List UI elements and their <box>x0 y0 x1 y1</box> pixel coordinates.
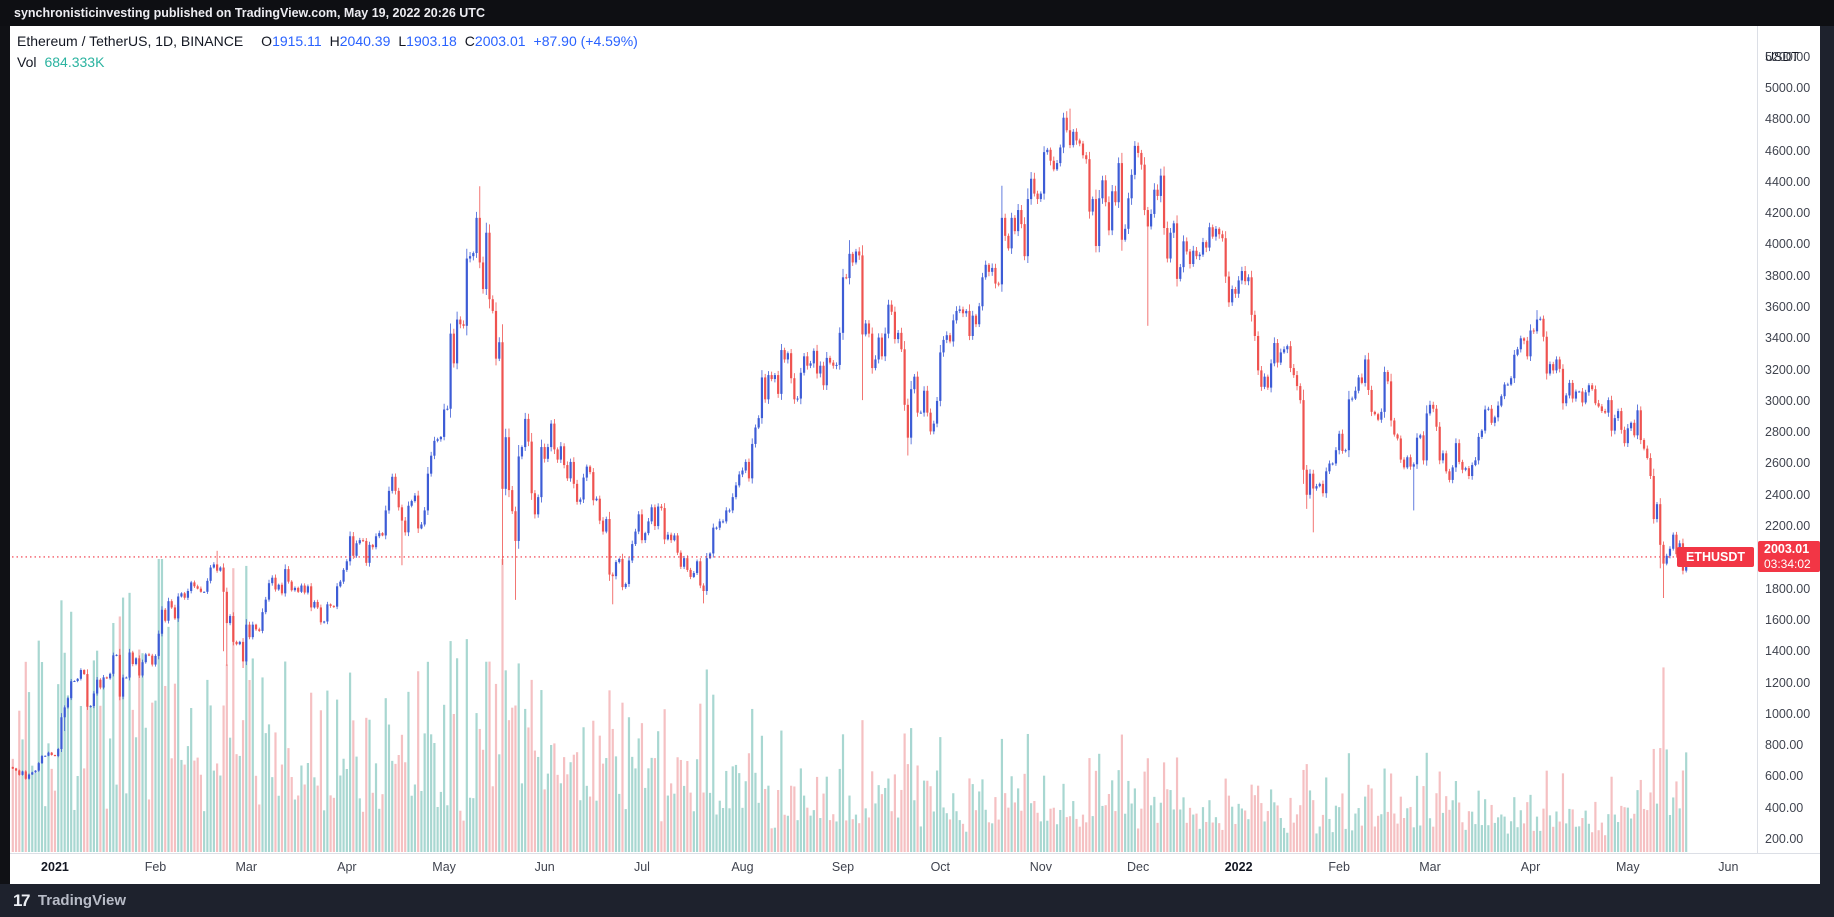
low-value: 1903.18 <box>406 33 457 49</box>
change-value: +87.90 (+4.59%) <box>533 33 638 49</box>
price-tick: 1200.00 <box>1765 675 1811 690</box>
open-value: 1915.11 <box>272 33 322 49</box>
open-label: O <box>261 33 273 49</box>
tradingview-brand: TradingView <box>37 892 127 909</box>
price-tick: 1000.00 <box>1765 706 1811 721</box>
time-tick-month: May <box>432 860 456 874</box>
price-tick: 4000.00 <box>1765 237 1811 252</box>
last-price-box: 2003.01 03:34:02 <box>1758 540 1820 572</box>
symbol-price-tag: ETHUSDT <box>1676 546 1754 567</box>
price-tick: 3400.00 <box>1765 331 1811 346</box>
time-tick-year: 2021 <box>41 860 69 874</box>
time-tick-month: Aug <box>731 860 754 874</box>
price-axis[interactable]: USDT 2003.01 03:34:02 5200.00 5000.00 4800… <box>1757 26 1820 853</box>
price-tick: 1400.00 <box>1765 644 1811 659</box>
plot-area: Ethereum / TetherUS, 1D, BINANCE O1915.11… <box>10 26 1757 853</box>
price-tick: 5000.00 <box>1765 80 1811 95</box>
price-tick: 3200.00 <box>1765 362 1811 377</box>
time-tick-month: Apr <box>337 860 357 874</box>
price-tick: 4600.00 <box>1765 143 1811 158</box>
time-axis[interactable]: 2021 Feb Mar Apr May Jun Jul Aug Sep Oct Nov Dec 202… <box>10 853 1820 884</box>
volume-pane <box>11 559 1688 852</box>
volume-value: 684.333K <box>44 54 105 70</box>
time-tick-month: Jul <box>633 860 650 874</box>
price-tick: 2600.00 <box>1765 456 1811 471</box>
price-tick: 3000.00 <box>1765 393 1811 408</box>
time-tick-month: May <box>1616 860 1640 874</box>
price-tick: 1800.00 <box>1765 581 1811 596</box>
last-price-value: 2003.01 <box>1764 541 1810 556</box>
time-tick-month: Dec <box>1126 860 1150 874</box>
footer-bar: 17 TradingView <box>0 884 1834 917</box>
volume-label: Vol <box>17 54 37 70</box>
price-tick: 800.00 <box>1765 738 1804 753</box>
tradingview-logo-icon: 17 <box>13 890 30 910</box>
high-label: H <box>329 33 340 49</box>
time-tick-month: Nov <box>1029 860 1052 874</box>
time-tick-year: 2022 <box>1224 860 1253 874</box>
close-label: C <box>464 33 475 49</box>
price-tick: 2400.00 <box>1765 487 1811 502</box>
candlestick-chart[interactable] <box>10 26 1757 853</box>
chart-legend: Ethereum / TetherUS, 1D, BINANCE O1915.11… <box>17 31 638 73</box>
high-value: 2040.39 <box>339 33 391 49</box>
time-tick-month: Apr <box>1520 860 1541 874</box>
time-tick-month: Mar <box>235 860 258 874</box>
bar-countdown: 03:34:02 <box>1764 556 1811 571</box>
price-tick: 2800.00 <box>1765 425 1811 440</box>
chart-frame: Ethereum / TetherUS, 1D, BINANCE O1915.11… <box>10 26 1820 884</box>
time-tick-month: Sep <box>831 860 855 874</box>
price-tick: 4200.00 <box>1765 206 1811 221</box>
price-tick: 4800.00 <box>1765 112 1811 127</box>
time-tick-month: Jun <box>1718 860 1739 874</box>
attribution-bar: synchronisticinvesting published on Trad… <box>0 0 1834 26</box>
symbol-row: Ethereum / TetherUS, 1D, BINANCE O1915.11… <box>17 31 638 52</box>
attribution-text: synchronisticinvesting published on Trad… <box>14 6 485 20</box>
price-tick: 2200.00 <box>1765 519 1811 534</box>
right-frame-strip <box>1820 26 1834 884</box>
time-tick-month: Oct <box>930 860 951 874</box>
price-tick: 600.00 <box>1765 769 1804 784</box>
price-tick: 1600.00 <box>1765 612 1811 627</box>
price-tick: 200.00 <box>1765 832 1804 846</box>
price-tick: 400.00 <box>1765 800 1804 815</box>
price-tick: 3600.00 <box>1765 300 1811 315</box>
close-value: 2003.01 <box>474 33 526 49</box>
symbol-title[interactable]: Ethereum / TetherUS, 1D, BINANCE <box>17 33 244 49</box>
volume-row: Vol 684.333K <box>17 52 638 73</box>
price-tick: 3800.00 <box>1765 268 1811 283</box>
price-tick: 4400.00 <box>1765 174 1811 189</box>
price-tick: 5200.00 <box>1765 49 1811 64</box>
candles-group <box>11 108 1688 780</box>
time-tick-month: Feb <box>1328 860 1350 874</box>
time-tick-month: Jun <box>534 860 555 874</box>
time-tick-month: Mar <box>1419 860 1441 874</box>
time-tick-month: Feb <box>144 860 167 874</box>
low-label: L <box>398 33 407 49</box>
axis-currency-label: USDT <box>1765 50 1800 64</box>
